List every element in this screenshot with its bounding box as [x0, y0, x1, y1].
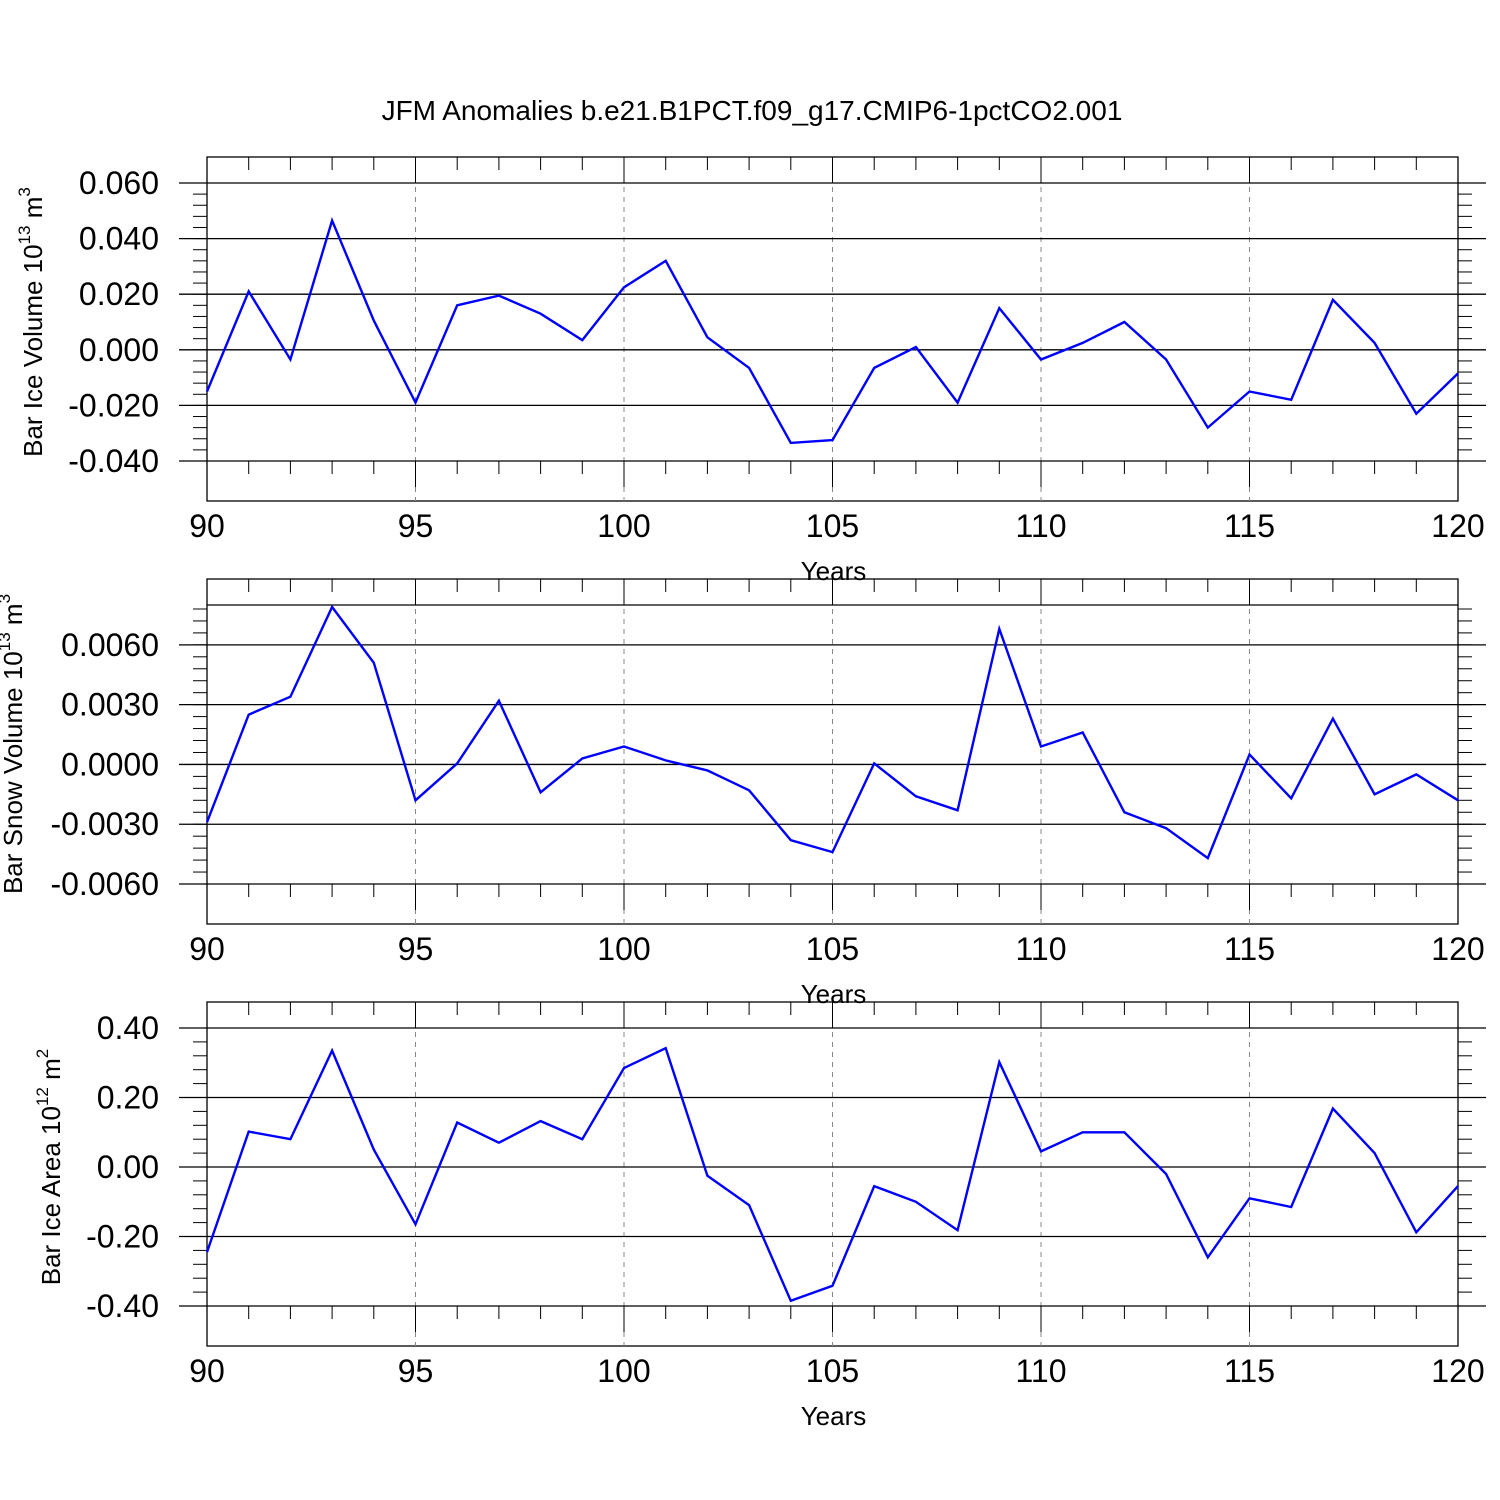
y-tick-label: -0.40	[86, 1288, 159, 1324]
x-tick-label: 90	[189, 1353, 225, 1389]
y-axis-title: Bar Ice Volume 1013 m3	[15, 187, 48, 457]
x-tick-label: 90	[189, 931, 225, 967]
x-tick-label: 120	[1431, 1353, 1484, 1389]
y-tick-label: 0.000	[79, 332, 159, 368]
x-tick-label: 105	[806, 1353, 859, 1389]
x-tick-label: 110	[1015, 931, 1066, 967]
x-tick-label: 95	[398, 1353, 434, 1389]
x-tick-label: 120	[1431, 508, 1484, 544]
x-tick-label: 110	[1015, 508, 1066, 544]
y-tick-label: -0.0060	[50, 866, 159, 902]
x-tick-label: 100	[597, 508, 650, 544]
series-line	[205, 1046, 1459, 1303]
x-tick-label: 105	[806, 508, 859, 544]
y-tick-label: 0.0000	[61, 746, 159, 782]
y-tick-label: 0.040	[79, 221, 159, 257]
x-axis-title: Years	[801, 1401, 867, 1431]
y-axis-title-unit: m	[0, 603, 28, 632]
panel-2: -0.0060 -0.0030 0.0000 0.0030 0.0060 90 95 100 1…	[0, 578, 1486, 1009]
x-axis-title: Years	[801, 556, 867, 586]
x-tick-label: 105	[806, 931, 859, 967]
y-tick-label: -0.020	[68, 387, 159, 423]
x-tick-label: 110	[1015, 1353, 1066, 1389]
y-axis-title-exponent: 13	[15, 225, 34, 244]
y-tick-label: 0.20	[97, 1080, 159, 1116]
y-axis-title-exponent: 13	[0, 632, 14, 651]
panels: -0.040 -0.020 0.000 0.020 0.040 0.060 90 95 100 1…	[0, 156, 1486, 1431]
series-line	[205, 604, 1459, 860]
x-tick-label: 115	[1224, 1353, 1275, 1389]
x-axis-title: Years	[801, 979, 867, 1009]
y-tick-label: 0.020	[79, 276, 159, 312]
y-axis-title: Bar Snow Volume 1013 m3	[0, 594, 28, 894]
y-tick-label: 0.00	[97, 1149, 159, 1185]
y-axis-title: Bar Ice Area 1012 m2	[33, 1049, 66, 1286]
y-axis-title-unit-exponent: 3	[0, 594, 14, 603]
y-tick-label: -0.0030	[50, 806, 159, 842]
panel-3: -0.40 -0.20 0.00 0.20 0.40 90 95 100 105 110 115 12…	[33, 1001, 1486, 1431]
y-tick-label: -0.040	[68, 443, 159, 479]
series-line	[205, 216, 1459, 445]
y-axis-title-unit-exponent: 3	[15, 187, 34, 196]
y-tick-label: 0.0060	[61, 627, 159, 663]
y-tick-label: -0.20	[86, 1219, 159, 1255]
y-tick-label: 0.40	[97, 1010, 159, 1046]
x-tick-label: 100	[597, 931, 650, 967]
x-tick-label: 120	[1431, 931, 1484, 967]
x-tick-label: 90	[189, 508, 225, 544]
y-axis-title-unit: m	[36, 1058, 66, 1087]
y-axis-title-text: Bar Ice Volume 10	[18, 244, 48, 456]
x-tick-label: 100	[597, 1353, 650, 1389]
y-axis-title-unit-exponent: 2	[33, 1049, 52, 1058]
x-tick-label: 115	[1224, 931, 1275, 967]
chart-title: JFM Anomalies b.e21.B1PCT.f09_g17.CMIP6-…	[382, 95, 1123, 126]
y-tick-label: 0.0030	[61, 687, 159, 723]
panel-1: -0.040 -0.020 0.000 0.020 0.040 0.060 90 95 100 1…	[15, 156, 1486, 586]
x-tick-label: 95	[398, 508, 434, 544]
x-tick-label: 115	[1224, 508, 1275, 544]
y-axis-title-text: Bar Snow Volume 10	[0, 651, 28, 894]
y-axis-title-unit: m	[18, 197, 48, 226]
y-axis-title-text: Bar Ice Area 10	[36, 1106, 66, 1285]
x-tick-label: 95	[398, 931, 434, 967]
y-axis-title-exponent: 12	[33, 1087, 52, 1106]
y-tick-label: 0.060	[79, 165, 159, 201]
